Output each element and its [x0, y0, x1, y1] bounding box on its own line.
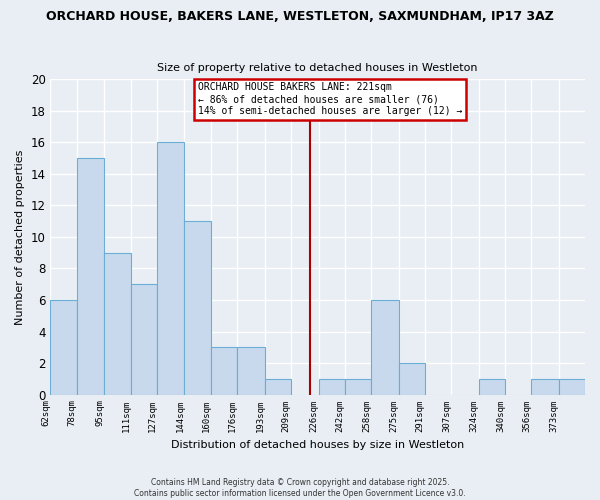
Bar: [157, 142, 184, 394]
Text: ORCHARD HOUSE BAKERS LANE: 221sqm
← 86% of detached houses are smaller (76)
14% : ORCHARD HOUSE BAKERS LANE: 221sqm ← 86% …: [197, 82, 462, 116]
Bar: [104, 252, 131, 394]
Bar: [398, 363, 425, 394]
Text: ORCHARD HOUSE, BAKERS LANE, WESTLETON, SAXMUNDHAM, IP17 3AZ: ORCHARD HOUSE, BAKERS LANE, WESTLETON, S…: [46, 10, 554, 23]
Bar: [50, 300, 77, 394]
Bar: [131, 284, 157, 395]
Bar: [237, 348, 265, 395]
Bar: [371, 300, 398, 394]
Bar: [559, 379, 585, 394]
Bar: [184, 221, 211, 394]
Y-axis label: Number of detached properties: Number of detached properties: [15, 150, 25, 324]
Bar: [531, 379, 559, 394]
Bar: [265, 379, 291, 394]
Bar: [211, 348, 237, 395]
Text: Contains HM Land Registry data © Crown copyright and database right 2025.
Contai: Contains HM Land Registry data © Crown c…: [134, 478, 466, 498]
Bar: [319, 379, 344, 394]
Title: Size of property relative to detached houses in Westleton: Size of property relative to detached ho…: [157, 63, 478, 73]
X-axis label: Distribution of detached houses by size in Westleton: Distribution of detached houses by size …: [171, 440, 464, 450]
Bar: [344, 379, 371, 394]
Bar: [77, 158, 104, 394]
Bar: [479, 379, 505, 394]
